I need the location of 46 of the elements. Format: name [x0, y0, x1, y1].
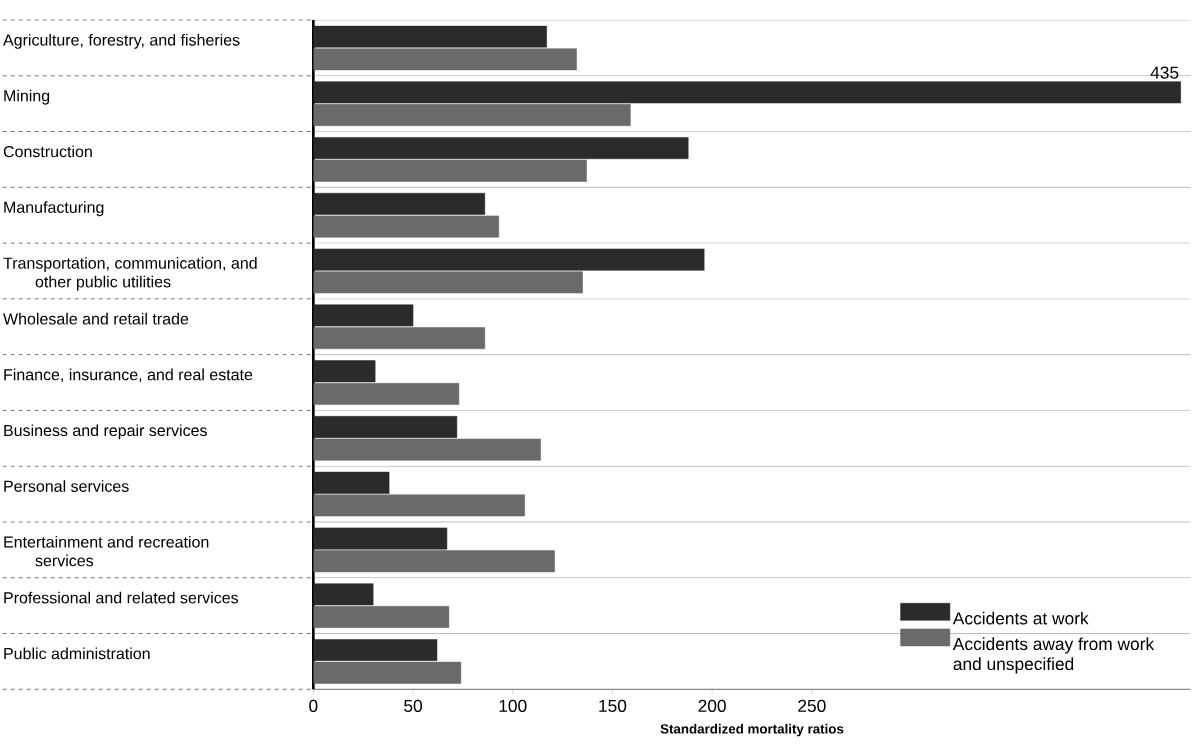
- x-tick-label: 200: [698, 699, 726, 712]
- bar: [313, 494, 525, 517]
- x-tick-label: 0: [309, 699, 318, 712]
- bar: [313, 48, 577, 71]
- bar: [313, 159, 587, 182]
- y-tick-label: Mining: [4, 89, 50, 105]
- bar: [313, 215, 500, 238]
- bar: [313, 304, 414, 327]
- bar: [313, 25, 547, 48]
- bar: [313, 471, 390, 494]
- y-tick-label: Professional and related services: [4, 591, 239, 604]
- bar: [313, 606, 450, 628]
- y-tick-label: Business and repair services: [4, 424, 207, 440]
- x-tick-label: 100: [499, 699, 527, 712]
- y-tick-label: Entertainment and recreation services: [4, 535, 209, 567]
- bar: [313, 583, 374, 606]
- bar: [313, 248, 705, 271]
- y-tick-label: Manufacturing: [4, 201, 104, 217]
- y-tick-label: Finance, insurance, and real estate: [4, 368, 253, 383]
- bar: [313, 550, 555, 573]
- bar: [313, 360, 376, 383]
- bar: [313, 81, 1181, 104]
- bar: [313, 416, 458, 438]
- legend-label: Accidents at work: [952, 611, 1089, 625]
- bar: [313, 639, 438, 662]
- x-tick-label: 150: [599, 699, 627, 712]
- bar: [313, 661, 462, 684]
- bar: [313, 271, 583, 294]
- y-tick-label: Construction: [3, 145, 92, 158]
- y-tick-label: Transportation, communication, and other public utilities: [3, 257, 257, 291]
- x-axis-title: Standardized mortality ratios: [660, 723, 844, 737]
- y-tick-label: Personal services: [4, 480, 129, 492]
- bar: [313, 137, 689, 160]
- y-tick-label: Wholesale and retail trade: [3, 312, 189, 325]
- y-tick-label: Public administration: [4, 647, 150, 660]
- legend-label: Accidents away from work and unspecified: [952, 637, 1155, 674]
- bar: [313, 327, 486, 350]
- x-tick-label: 50: [404, 699, 422, 712]
- x-tick-label: 250: [798, 699, 826, 712]
- bar: [313, 104, 631, 126]
- bar: [313, 192, 486, 215]
- data-label: 435: [1150, 66, 1179, 79]
- bar: [313, 438, 541, 461]
- bar: [313, 527, 448, 550]
- bar: [313, 382, 460, 405]
- y-tick-label: Agriculture, forestry, and fisheries: [3, 33, 240, 49]
